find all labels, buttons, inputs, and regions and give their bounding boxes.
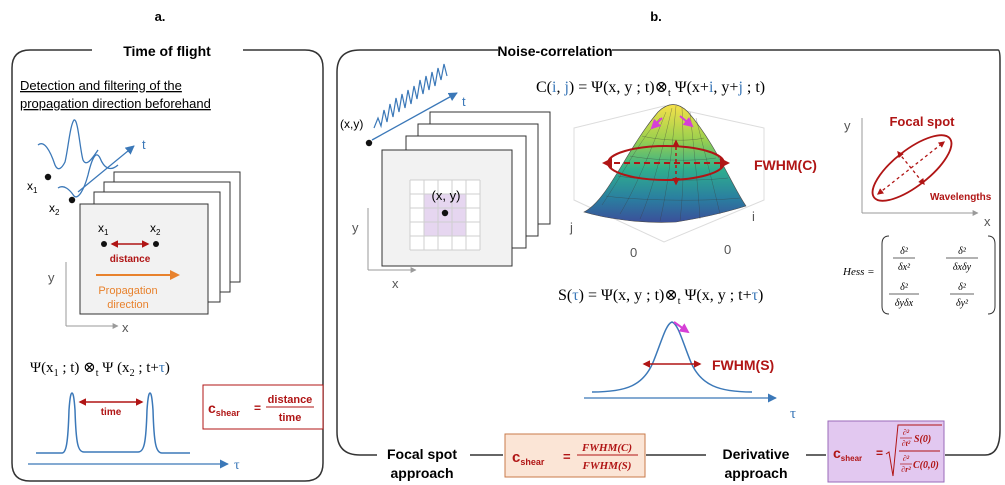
b-focal-approach-line2: approach xyxy=(390,465,453,481)
b-c-formula: C(i, j) = Ψ(x, y ; t)⊗t Ψ(x+i, y+j ; t) xyxy=(536,79,765,99)
b-hess-label: Hess = xyxy=(842,266,875,278)
b-deriv-shear-eq: = xyxy=(876,446,883,460)
b-hess-a22-den: δy² xyxy=(956,298,969,309)
b-focal-approach-line1: Focal spot xyxy=(387,446,457,462)
b-hess-bracket-left xyxy=(881,235,890,315)
panel-a-frame xyxy=(11,49,324,482)
b-tick-0a: 0 xyxy=(630,245,637,260)
b-hess-a11-num: δ² xyxy=(900,246,909,257)
a-frame-point-x2 xyxy=(153,241,159,247)
b-focal-spot-title: Focal spot xyxy=(889,114,955,129)
a-point-x1 xyxy=(44,173,52,181)
a-distance-label: distance xyxy=(110,254,151,265)
b-tick-0b: 0 xyxy=(724,242,731,257)
b-hess-a11-den: δx² xyxy=(898,262,911,273)
a-frame-front xyxy=(79,203,209,315)
b-hess-a21-den: δyδx xyxy=(895,298,914,309)
a-tau-label: τ xyxy=(234,458,240,473)
a-point-x2 xyxy=(68,196,76,204)
a-peaks-signal xyxy=(36,392,190,454)
panel-b-frame-left xyxy=(336,49,498,456)
b-grid-xy-label: (x, y) xyxy=(432,188,461,203)
b-fwhm-c-label: FWHM(C) xyxy=(754,157,817,173)
a-shear-num: distance xyxy=(268,394,313,406)
a-time-axis xyxy=(77,145,135,193)
b-deriv-num-fn: S(0) xyxy=(914,434,931,445)
b-xy-label: (x,y) xyxy=(340,117,363,131)
b-fwhm-s-label: FWHM(S) xyxy=(712,357,774,373)
a-shear-c: cshear xyxy=(208,400,240,418)
b-focal-shear-num: FWHM(C) xyxy=(581,442,632,454)
a-signal-trace-2 xyxy=(57,154,119,198)
b-tau-label: τ xyxy=(790,406,796,422)
panel-b-frame-right xyxy=(612,49,1001,456)
b-deriv-num-op-den: ∂t² xyxy=(902,439,911,448)
b-time-axis-label: t xyxy=(462,94,466,109)
panel-a-letter: a. xyxy=(155,9,166,24)
panel-a-subtitle-line1: Detection and filtering of the xyxy=(20,78,182,93)
b-hess-a12-num: δ² xyxy=(958,246,967,257)
b-s-curvature-arrow xyxy=(673,321,690,334)
b-focal-shear-c: cshear xyxy=(512,449,545,467)
b-deriv-den-op-den: ∂r² xyxy=(901,465,911,474)
a-shear-den: time xyxy=(279,412,302,424)
a-frame-point-x1 xyxy=(101,241,107,247)
b-wavelengths-label: Wavelengths xyxy=(930,192,992,203)
b-hess-a12-den: δxδy xyxy=(953,262,972,273)
b-hess-a22-num: δ² xyxy=(958,282,967,293)
b-hess-bracket-right xyxy=(987,235,996,315)
a-time-label: time xyxy=(101,407,122,418)
panel-b-letter: b. xyxy=(650,9,662,24)
a-frame-x2: x2 xyxy=(150,221,161,237)
panel-a-subtitle-line2: propagation direction beforehand xyxy=(20,96,211,111)
b-focal-x-label: x xyxy=(984,214,991,229)
b-deriv-sqrt xyxy=(885,424,942,477)
b-x-axis-label: x xyxy=(392,276,399,291)
a-shear-eq: = xyxy=(254,401,261,415)
a-x-axis-label: x xyxy=(122,320,129,335)
a-time-axis-label: t xyxy=(142,137,146,152)
b-noise-signal xyxy=(373,63,448,129)
b-s-curve xyxy=(591,321,753,393)
a-x1-label: x1 xyxy=(27,179,38,195)
b-time-axis xyxy=(371,92,458,141)
a-signal-trace-1 xyxy=(37,119,99,170)
panel-a-title: Time of flight xyxy=(123,43,211,59)
a-frame-x1: x1 xyxy=(98,221,109,237)
a-x2-label: x2 xyxy=(49,201,60,217)
b-focal-y-label: y xyxy=(844,118,851,133)
b-focal-shear-den: FWHM(S) xyxy=(582,460,632,472)
b-deriv-num-op: ∂² xyxy=(903,428,910,437)
b-y-axis-label: y xyxy=(352,220,359,235)
a-propagation-line2: direction xyxy=(107,299,149,311)
b-derivative-line2: approach xyxy=(724,465,787,481)
b-focal-shear-eq: = xyxy=(563,449,571,464)
b-deriv-den-op: ∂² xyxy=(903,454,910,463)
b-axis-i-label: i xyxy=(752,209,755,224)
b-derivative-line1: Derivative xyxy=(723,446,790,462)
b-deriv-shear-c: cshear xyxy=(833,445,862,463)
b-surface-curvature-arrow-2 xyxy=(679,115,694,128)
b-s-formula: S(τ) = Ψ(x, y ; t)⊗t Ψ(x, y ; t+τ) xyxy=(558,287,763,307)
b-axis-j-label: j xyxy=(569,220,573,235)
b-point-xy xyxy=(365,139,373,147)
b-surface-curvature-arrow-1 xyxy=(650,117,663,130)
a-correlation-formula: Ψ(x1 ; t) ⊗t Ψ (x2 ; t+τ) xyxy=(30,360,170,379)
b-hess-a21-num: δ² xyxy=(900,282,909,293)
b-focal-minor-axis xyxy=(897,150,925,186)
b-grid-point xyxy=(441,209,449,217)
a-y-axis-label: y xyxy=(48,270,55,285)
panel-b-title: Noise-correlation xyxy=(497,43,612,59)
b-deriv-den-fn: C(0,0) xyxy=(913,460,939,471)
a-propagation-line1: Propagation xyxy=(98,285,157,297)
b-correlation-surface xyxy=(573,104,765,243)
